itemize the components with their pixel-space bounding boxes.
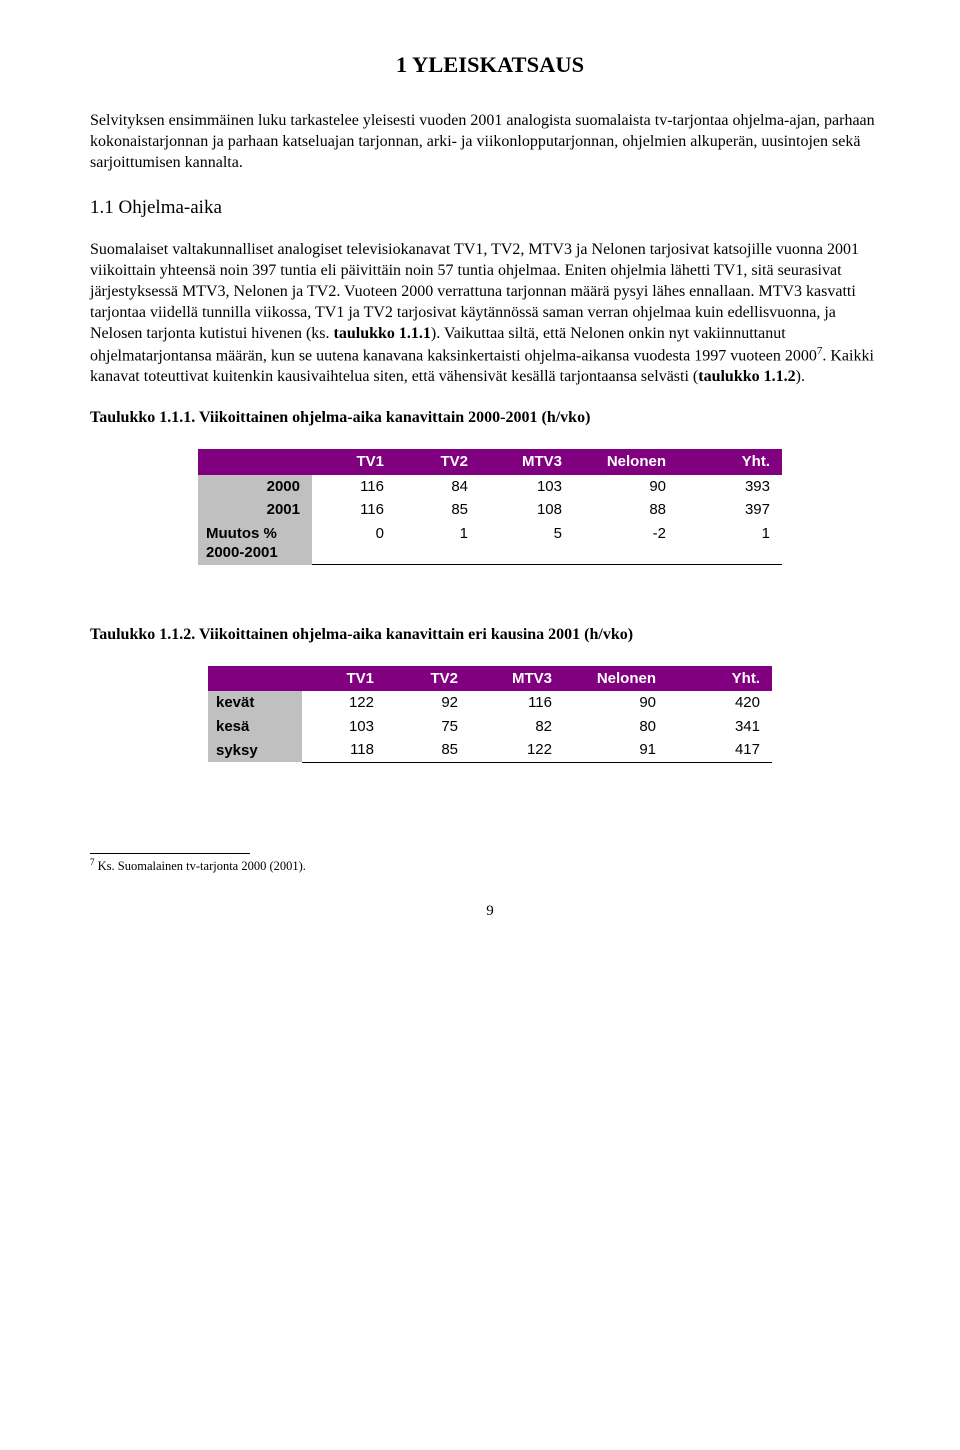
section-heading: 1.1 Ohjelma-aika — [90, 196, 890, 221]
table1-cell: 116 — [312, 475, 396, 499]
table2-rowlabel: kevät — [208, 691, 302, 715]
table1-col: MTV3 — [480, 449, 574, 475]
table2-cell: 75 — [386, 715, 470, 739]
table2-title: Taulukko 1.1.2. Viikoittainen ohjelma-ai… — [90, 625, 890, 646]
table2-cell: 92 — [386, 691, 470, 715]
table2-cell: 341 — [668, 715, 772, 739]
table2-cell: 82 — [470, 715, 564, 739]
table1-col: Nelonen — [574, 449, 678, 475]
table1-col: TV1 — [312, 449, 396, 475]
table-row: kesä 103 75 82 80 341 — [208, 715, 772, 739]
table2-header-blank — [208, 666, 302, 692]
table2-cell: 118 — [302, 738, 386, 762]
table-row: 2001 116 85 108 88 397 — [198, 498, 782, 522]
intro-paragraph: Selvityksen ensimmäinen luku tarkastelee… — [90, 111, 890, 173]
table2-cell: 91 — [564, 738, 668, 762]
table2-cell: 85 — [386, 738, 470, 762]
footnote: 7 Ks. Suomalainen tv-tarjonta 2000 (2001… — [90, 857, 890, 874]
page-title: 1 YLEISKATSAUS — [90, 50, 890, 79]
table2-rowlabel: syksy — [208, 738, 302, 762]
table1-cell: 116 — [312, 498, 396, 522]
table1-cell: 85 — [396, 498, 480, 522]
table1: TV1 TV2 MTV3 Nelonen Yht. 2000 116 84 10… — [198, 449, 782, 565]
table1-cell: 393 — [678, 475, 782, 499]
table-row: syksy 118 85 122 91 417 — [208, 738, 772, 762]
footnote-separator — [90, 853, 250, 854]
table2-col: Yht. — [668, 666, 772, 692]
table2-col: MTV3 — [470, 666, 564, 692]
table2-col: Nelonen — [564, 666, 668, 692]
table2-rowlabel: kesä — [208, 715, 302, 739]
table2-cell: 116 — [470, 691, 564, 715]
table1-header-blank — [198, 449, 312, 475]
table-row: 2000 116 84 103 90 393 — [198, 475, 782, 499]
table1-cell: 84 — [396, 475, 480, 499]
table2-cell: 420 — [668, 691, 772, 715]
table2-col: TV1 — [302, 666, 386, 692]
table1-cell: 397 — [678, 498, 782, 522]
table1-cell: -2 — [574, 522, 678, 565]
table1-col: TV2 — [396, 449, 480, 475]
table2-cell: 122 — [470, 738, 564, 762]
table1-cell: 0 — [312, 522, 396, 565]
table1-col: Yht. — [678, 449, 782, 475]
table2-cell: 90 — [564, 691, 668, 715]
table1-rowlabel: 2001 — [198, 498, 312, 522]
table2-cell: 103 — [302, 715, 386, 739]
table1-title: Taulukko 1.1.1. Viikoittainen ohjelma-ai… — [90, 408, 890, 429]
footnote-text: Ks. Suomalainen tv-tarjonta 2000 (2001). — [95, 859, 306, 873]
table1-cell: 1 — [396, 522, 480, 565]
table1-cell: 5 — [480, 522, 574, 565]
table-row: Muutos % 2000-2001 0 1 5 -2 1 — [198, 522, 782, 565]
table-row: kevät 122 92 116 90 420 — [208, 691, 772, 715]
table1-cell: 108 — [480, 498, 574, 522]
table1-rowlabel: Muutos % 2000-2001 — [198, 522, 312, 565]
body-paragraph: Suomalaiset valtakunnalliset analogiset … — [90, 240, 890, 388]
table1-rowlabel: 2000 — [198, 475, 312, 499]
table2-cell: 122 — [302, 691, 386, 715]
table1-header-row: TV1 TV2 MTV3 Nelonen Yht. — [198, 449, 782, 475]
page-number: 9 — [90, 902, 890, 922]
table1-cell: 1 — [678, 522, 782, 565]
table1-cell: 90 — [574, 475, 678, 499]
table2-col: TV2 — [386, 666, 470, 692]
table1-cell: 103 — [480, 475, 574, 499]
table2: TV1 TV2 MTV3 Nelonen Yht. kevät 122 92 1… — [208, 666, 772, 763]
table2-header-row: TV1 TV2 MTV3 Nelonen Yht. — [208, 666, 772, 692]
table2-cell: 80 — [564, 715, 668, 739]
table1-cell: 88 — [574, 498, 678, 522]
table2-cell: 417 — [668, 738, 772, 762]
